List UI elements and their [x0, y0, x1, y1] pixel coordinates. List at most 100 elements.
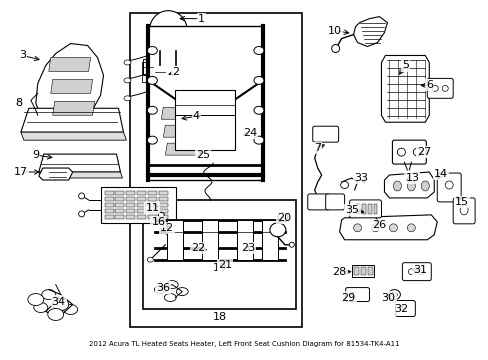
Text: 11: 11	[145, 203, 159, 213]
Text: 2012 Acura TL Heated Seats Heater, Left Front Seat Cushion Diagram for 81534-TK4: 2012 Acura TL Heated Seats Heater, Left …	[89, 341, 399, 347]
Polygon shape	[34, 302, 48, 312]
Polygon shape	[150, 95, 207, 163]
Text: 12: 12	[160, 223, 174, 233]
Bar	[355, 204, 359, 214]
Text: 33: 33	[354, 173, 368, 183]
Text: 28: 28	[332, 267, 346, 276]
Ellipse shape	[397, 148, 405, 156]
Polygon shape	[154, 285, 166, 293]
Polygon shape	[163, 125, 199, 137]
Bar	[159, 215, 168, 219]
Ellipse shape	[147, 257, 153, 262]
Ellipse shape	[289, 242, 294, 247]
Bar	[137, 209, 146, 213]
Text: 7: 7	[313, 143, 321, 153]
Polygon shape	[51, 80, 92, 93]
Ellipse shape	[253, 76, 264, 84]
Bar	[361, 204, 365, 214]
Bar	[115, 191, 124, 195]
Bar	[115, 209, 124, 213]
FancyBboxPatch shape	[402, 263, 430, 280]
Text: 36: 36	[156, 283, 170, 293]
Ellipse shape	[253, 46, 264, 54]
Text: 31: 31	[412, 265, 427, 275]
Polygon shape	[39, 168, 73, 180]
Bar	[126, 191, 135, 195]
Text: 24: 24	[243, 128, 257, 138]
Text: 5: 5	[401, 60, 408, 71]
FancyBboxPatch shape	[436, 173, 460, 202]
Text: 9: 9	[32, 150, 40, 160]
Bar	[104, 215, 113, 219]
Text: 16: 16	[151, 217, 165, 227]
Bar	[148, 191, 157, 195]
Ellipse shape	[149, 11, 187, 50]
Polygon shape	[166, 281, 178, 289]
Polygon shape	[384, 172, 433, 198]
FancyBboxPatch shape	[349, 200, 381, 218]
Text: 26: 26	[372, 220, 386, 230]
Bar	[126, 215, 135, 219]
Polygon shape	[165, 143, 201, 155]
Polygon shape	[39, 172, 122, 178]
Bar	[104, 191, 113, 195]
Polygon shape	[49, 58, 90, 71]
Text: 18: 18	[213, 312, 227, 323]
Text: 30: 30	[381, 293, 395, 302]
Text: 15: 15	[454, 197, 468, 207]
FancyBboxPatch shape	[395, 301, 414, 316]
Bar	[143, 200, 295, 310]
Text: 2: 2	[171, 67, 179, 77]
Polygon shape	[53, 101, 94, 115]
Bar	[148, 215, 157, 219]
Ellipse shape	[387, 289, 400, 300]
Ellipse shape	[444, 181, 452, 189]
Text: 27: 27	[416, 147, 430, 157]
Ellipse shape	[79, 211, 84, 217]
Text: 32: 32	[393, 305, 407, 315]
Bar	[148, 197, 157, 201]
Ellipse shape	[331, 45, 339, 53]
Ellipse shape	[441, 85, 447, 91]
Polygon shape	[21, 108, 123, 132]
Ellipse shape	[371, 224, 379, 232]
Ellipse shape	[388, 224, 397, 232]
Bar	[351, 265, 373, 276]
Bar	[367, 267, 372, 275]
Polygon shape	[39, 154, 120, 172]
Text: 20: 20	[276, 213, 290, 223]
Text: 6: 6	[425, 80, 432, 90]
Bar	[175, 90, 235, 150]
Ellipse shape	[277, 213, 287, 221]
FancyBboxPatch shape	[307, 194, 329, 210]
Ellipse shape	[147, 106, 157, 114]
Ellipse shape	[417, 269, 424, 275]
Ellipse shape	[253, 106, 264, 114]
Bar	[373, 204, 377, 214]
Text: 17: 17	[14, 167, 28, 177]
FancyBboxPatch shape	[345, 288, 369, 302]
Bar	[143, 59, 153, 75]
Bar	[137, 203, 146, 207]
Ellipse shape	[124, 96, 131, 101]
Bar	[237, 220, 252, 260]
Ellipse shape	[340, 181, 348, 189]
Bar	[137, 191, 146, 195]
Ellipse shape	[407, 269, 413, 275]
Bar	[126, 197, 135, 201]
Text: 3: 3	[20, 50, 26, 60]
Bar	[115, 203, 124, 207]
Ellipse shape	[147, 136, 157, 144]
Text: 10: 10	[327, 26, 341, 36]
Polygon shape	[63, 305, 78, 315]
Ellipse shape	[407, 224, 414, 232]
Text: 1: 1	[197, 14, 204, 24]
Text: 14: 14	[433, 169, 447, 179]
Polygon shape	[176, 288, 188, 296]
Bar	[104, 209, 113, 213]
Polygon shape	[48, 309, 63, 320]
Ellipse shape	[431, 85, 437, 91]
Text: 23: 23	[241, 243, 255, 253]
Ellipse shape	[421, 181, 428, 191]
Ellipse shape	[353, 224, 361, 232]
